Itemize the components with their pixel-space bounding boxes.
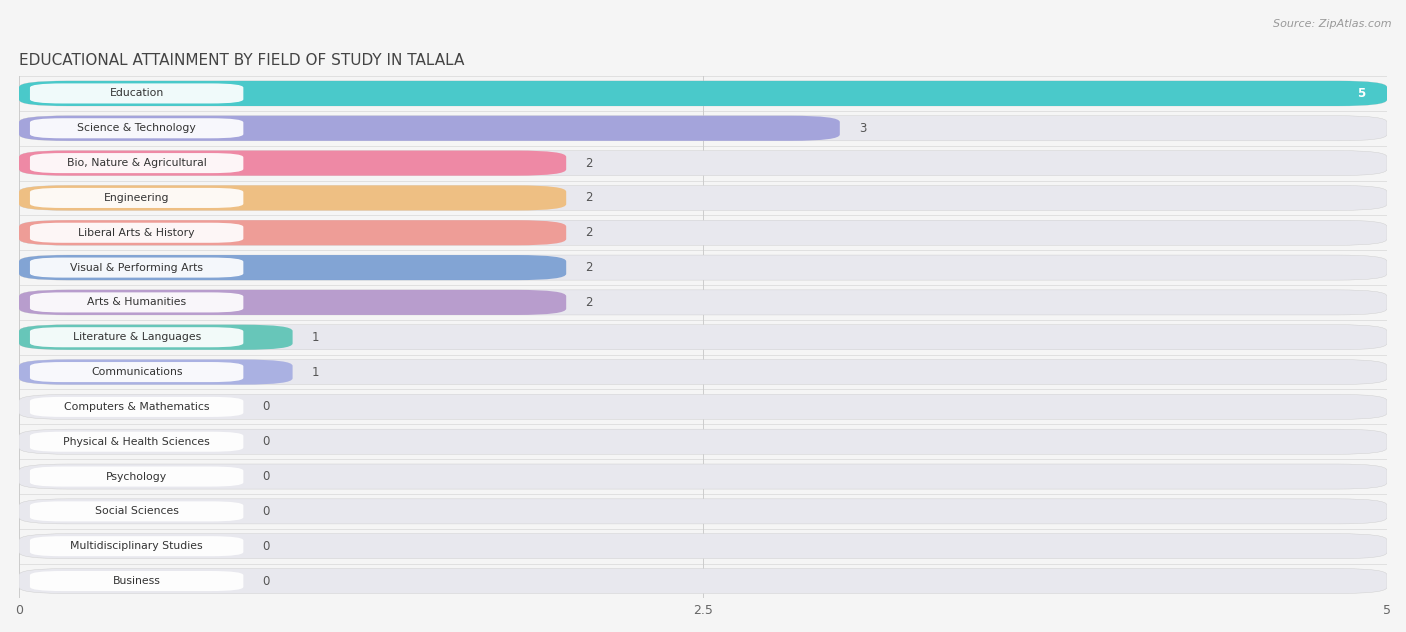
Text: 3: 3 [859,122,866,135]
Text: 2: 2 [585,191,593,204]
FancyBboxPatch shape [20,325,1386,349]
FancyBboxPatch shape [20,499,1386,524]
FancyBboxPatch shape [20,220,1386,245]
FancyBboxPatch shape [20,464,1386,489]
FancyBboxPatch shape [20,116,839,141]
FancyBboxPatch shape [20,185,567,210]
FancyBboxPatch shape [30,153,243,173]
Text: 5: 5 [1357,87,1365,100]
FancyBboxPatch shape [20,116,1386,141]
FancyBboxPatch shape [20,429,1386,454]
Text: 0: 0 [263,505,270,518]
FancyBboxPatch shape [20,325,292,349]
FancyBboxPatch shape [20,290,1386,315]
FancyBboxPatch shape [30,118,243,138]
FancyBboxPatch shape [30,188,243,208]
Text: 1: 1 [312,365,319,379]
FancyBboxPatch shape [30,222,243,243]
FancyBboxPatch shape [20,150,1386,176]
FancyBboxPatch shape [20,220,567,245]
Text: Multidisciplinary Studies: Multidisciplinary Studies [70,541,202,551]
Text: 2: 2 [585,157,593,169]
Text: 0: 0 [263,470,270,483]
Text: Visual & Performing Arts: Visual & Performing Arts [70,262,202,272]
FancyBboxPatch shape [20,290,567,315]
FancyBboxPatch shape [30,258,243,277]
Text: Bio, Nature & Agricultural: Bio, Nature & Agricultural [66,158,207,168]
Text: Engineering: Engineering [104,193,169,203]
FancyBboxPatch shape [30,362,243,382]
FancyBboxPatch shape [20,360,1386,385]
FancyBboxPatch shape [30,501,243,521]
Text: Literature & Languages: Literature & Languages [73,332,201,343]
FancyBboxPatch shape [30,571,243,591]
FancyBboxPatch shape [30,397,243,417]
Text: Education: Education [110,88,163,99]
FancyBboxPatch shape [20,255,1386,280]
Text: 0: 0 [263,435,270,448]
Text: 0: 0 [263,574,270,588]
FancyBboxPatch shape [30,466,243,487]
Text: 2: 2 [585,261,593,274]
Text: 0: 0 [263,540,270,553]
FancyBboxPatch shape [30,432,243,452]
Text: Liberal Arts & History: Liberal Arts & History [79,228,195,238]
Text: 2: 2 [585,226,593,240]
Text: Business: Business [112,576,160,586]
FancyBboxPatch shape [30,327,243,347]
FancyBboxPatch shape [20,533,1386,559]
Text: Communications: Communications [91,367,183,377]
Text: EDUCATIONAL ATTAINMENT BY FIELD OF STUDY IN TALALA: EDUCATIONAL ATTAINMENT BY FIELD OF STUDY… [20,53,464,68]
Text: 1: 1 [312,331,319,344]
Text: 2: 2 [585,296,593,309]
Text: Source: ZipAtlas.com: Source: ZipAtlas.com [1274,19,1392,29]
FancyBboxPatch shape [30,536,243,556]
Text: Computers & Mathematics: Computers & Mathematics [63,402,209,412]
FancyBboxPatch shape [20,150,567,176]
FancyBboxPatch shape [20,360,292,385]
Text: Arts & Humanities: Arts & Humanities [87,298,186,307]
Text: Social Sciences: Social Sciences [94,506,179,516]
Text: Physical & Health Sciences: Physical & Health Sciences [63,437,209,447]
FancyBboxPatch shape [20,569,1386,593]
FancyBboxPatch shape [20,394,1386,420]
FancyBboxPatch shape [20,185,1386,210]
Text: Science & Technology: Science & Technology [77,123,195,133]
FancyBboxPatch shape [30,83,243,104]
Text: 0: 0 [263,401,270,413]
FancyBboxPatch shape [20,255,567,280]
FancyBboxPatch shape [30,293,243,312]
Text: Psychology: Psychology [105,471,167,482]
FancyBboxPatch shape [20,81,1386,106]
FancyBboxPatch shape [20,81,1386,106]
